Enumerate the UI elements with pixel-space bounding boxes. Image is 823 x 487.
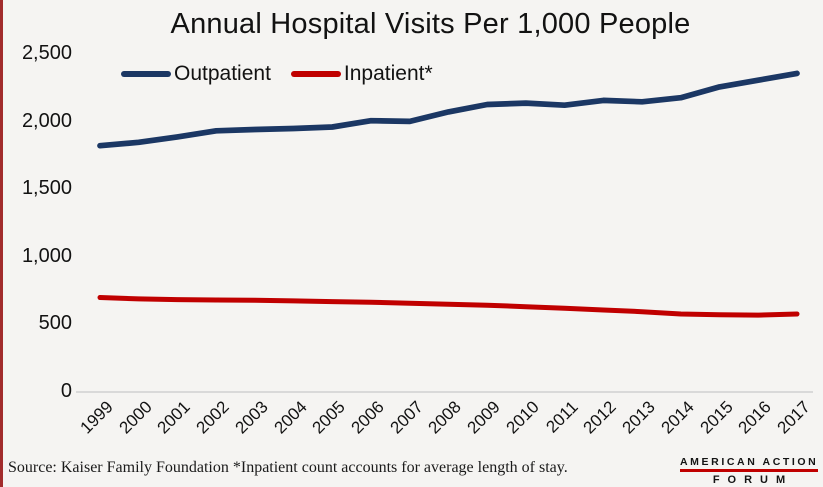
logo-line2: FORUM <box>712 473 794 486</box>
series-line-inpatient <box>97 295 800 318</box>
y-tick-label: 500 <box>38 312 72 335</box>
logo-line1: AMERICAN ACTION <box>680 456 819 468</box>
inpatient-line-swatch <box>290 71 341 77</box>
legend: Outpatient Inpatient* <box>121 62 433 86</box>
legend-item-outpatient: Outpatient <box>121 62 271 86</box>
x-axis-line <box>76 391 813 393</box>
y-tick-label: 1,500 <box>21 177 72 200</box>
logo-rule <box>680 469 818 472</box>
outpatient-line-swatch <box>121 71 171 77</box>
y-tick-label: 1,000 <box>21 244 72 267</box>
legend-label-outpatient: Outpatient <box>174 62 271 85</box>
source-note: Source: Kaiser Family Foundation *Inpati… <box>8 459 568 476</box>
legend-label-inpatient: Inpatient* <box>343 62 433 85</box>
aaf-logo: AMERICAN ACTION FORUM <box>680 456 818 486</box>
left-accent-bar <box>0 0 3 487</box>
legend-item-inpatient: Inpatient* <box>290 62 433 86</box>
y-tick-label: 0 <box>60 379 72 402</box>
y-tick-label: 2,500 <box>21 42 72 65</box>
chart-title: Annual Hospital Visits Per 1,000 People <box>170 8 691 40</box>
y-tick-label: 2,000 <box>21 109 72 132</box>
